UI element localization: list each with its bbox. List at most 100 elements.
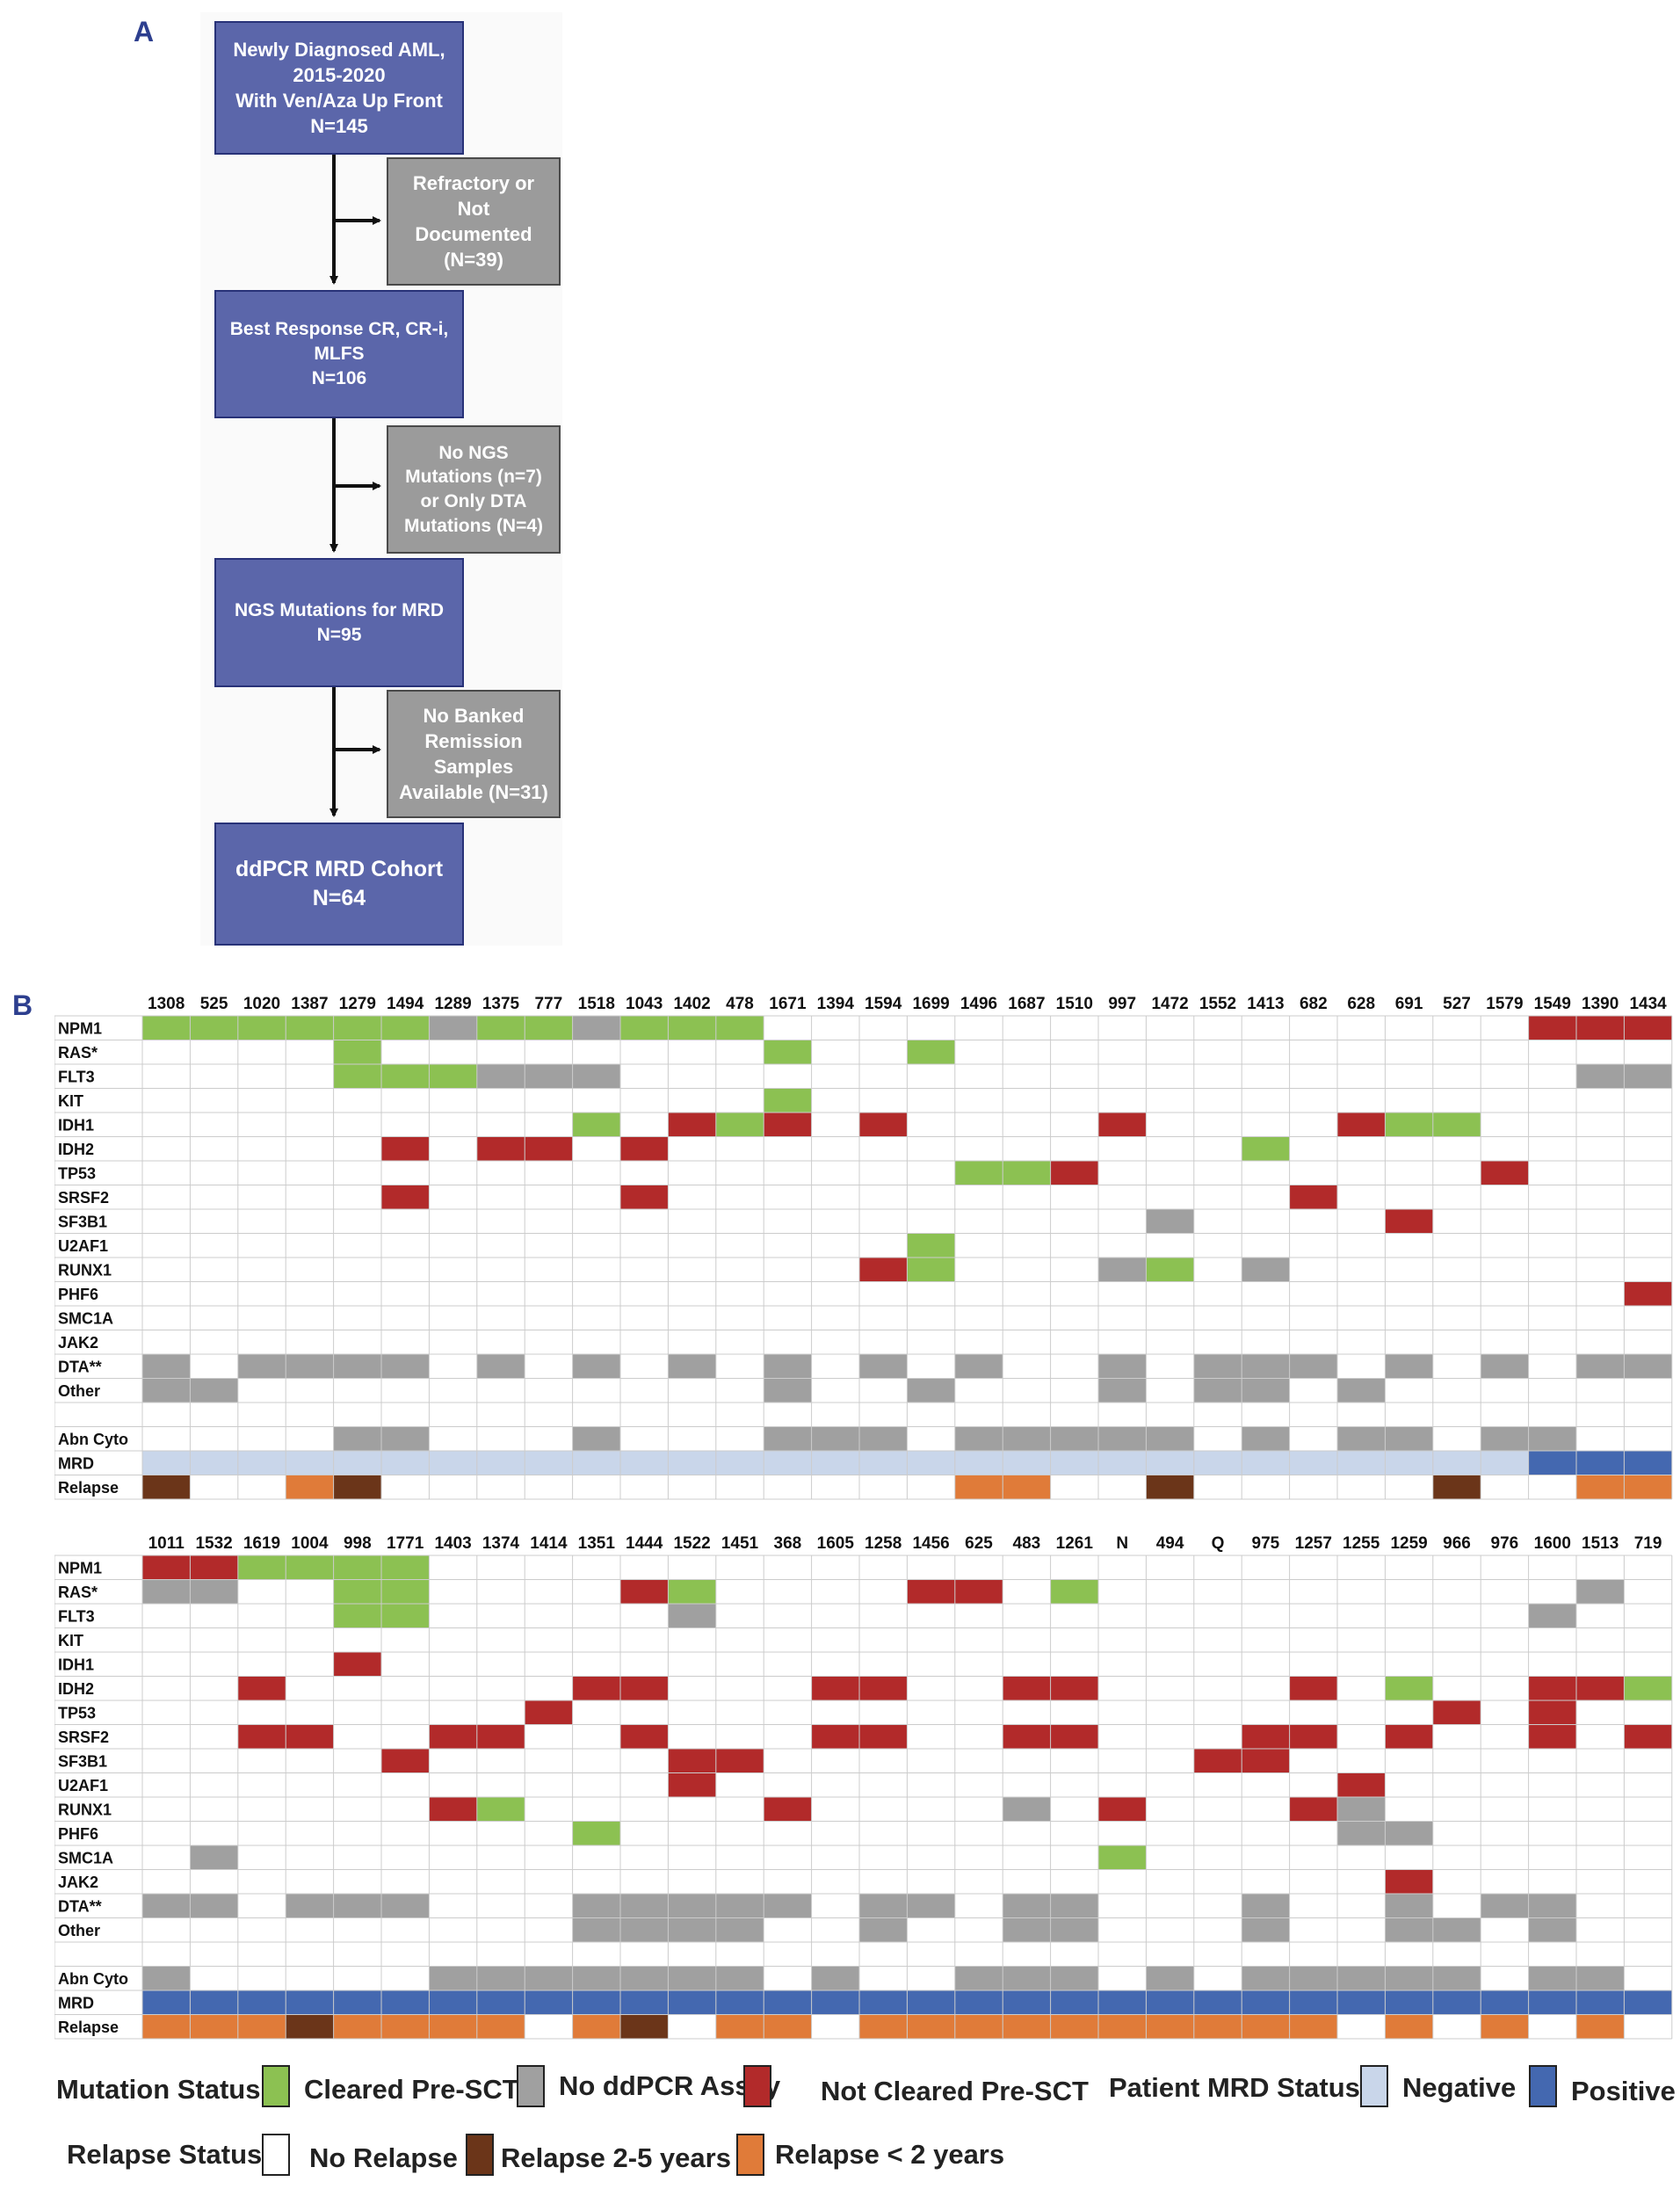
abn-cyto-cell xyxy=(1528,1966,1576,1990)
mrd-cell xyxy=(859,1990,908,2015)
mutation-cell xyxy=(907,1258,955,1282)
mutation-cell xyxy=(1003,1724,1051,1749)
mutation-cell xyxy=(333,1016,381,1040)
flow-box-text: NGS Mutations for MRD N=95 xyxy=(235,599,444,645)
gene-row-label: JAK2 xyxy=(58,1334,98,1352)
abn-cyto-cell xyxy=(1528,1426,1576,1451)
mrd-cell xyxy=(1576,1990,1625,2015)
mrd-cell xyxy=(476,1990,525,2015)
gene-row-label: KIT xyxy=(58,1092,83,1110)
relapse-cell xyxy=(1146,2014,1194,2039)
mutation-cell xyxy=(1337,1113,1386,1137)
patient-id-label: 998 xyxy=(344,1534,372,1553)
flow-box-text: Refractory or Not Documented (N=39) xyxy=(412,171,535,272)
mrd-cell xyxy=(1528,1451,1576,1475)
relapse-cell xyxy=(715,2014,764,2039)
mutation-cell xyxy=(620,1724,669,1749)
mutation-cell xyxy=(1528,1700,1576,1725)
flow-box-no-ngs: No NGS Mutations (n=7) or Only DTA Mutat… xyxy=(387,425,561,554)
mutation-cell xyxy=(907,1894,955,1918)
mutation-cell xyxy=(1193,1749,1242,1773)
gene-row-label: DTA** xyxy=(58,1898,102,1916)
mutation-cell xyxy=(907,1233,955,1258)
panel-b-label: B xyxy=(12,989,33,1021)
extra-row-label: MRD xyxy=(58,1455,94,1473)
mutation-cell xyxy=(1624,1064,1672,1089)
gene-row-label: PHF6 xyxy=(58,1825,98,1843)
legend-relapse-status-label: Relapse Status: xyxy=(67,2139,272,2170)
heatmap-bg xyxy=(54,1529,1672,2039)
gene-row-label: RAS* xyxy=(58,1584,98,1601)
patient-id-label: 1600 xyxy=(1534,1534,1571,1553)
gene-row-label: RUNX1 xyxy=(58,1801,112,1819)
mutation-cell xyxy=(1050,1161,1098,1185)
relapse-cell xyxy=(190,2014,238,2039)
patient-id-label: 1413 xyxy=(1247,995,1284,1013)
mutation-cell xyxy=(286,1016,334,1040)
gene-row-label: NPM1 xyxy=(58,1560,102,1577)
gene-row-label: SF3B1 xyxy=(58,1753,107,1771)
patient-id-label: 976 xyxy=(1491,1534,1519,1553)
mutation-cell xyxy=(811,1724,859,1749)
gene-row-label: FLT3 xyxy=(58,1069,95,1086)
mutation-cell xyxy=(715,1016,764,1040)
patient-id-label: 1374 xyxy=(482,1534,520,1553)
relapse-cell xyxy=(476,2014,525,2039)
relapse-cell xyxy=(1481,2014,1529,2039)
mrd-cell xyxy=(525,1990,573,2015)
mutation-cell xyxy=(668,1604,716,1628)
mutation-cell xyxy=(668,1749,716,1773)
abn-cyto-cell xyxy=(764,1426,812,1451)
mrd-cell xyxy=(1481,1451,1529,1475)
heatmap-top-svg: 1308 525 1020 1387 1279 1494 1289 1375 777 1518 10… xyxy=(54,989,1673,1500)
abn-cyto-cell xyxy=(1003,1426,1051,1451)
legend-swatch-cleared xyxy=(262,2065,290,2107)
mrd-cell xyxy=(333,1451,381,1475)
mutation-cell xyxy=(715,1917,764,1942)
mrd-cell xyxy=(859,1451,908,1475)
gene-row-label: Other xyxy=(58,1922,100,1939)
mutation-cell xyxy=(476,1724,525,1749)
patient-id-label: 1289 xyxy=(434,995,471,1013)
patient-id-label: 1552 xyxy=(1199,995,1236,1013)
mrd-cell xyxy=(811,1990,859,2015)
abn-cyto-cell xyxy=(668,1966,716,1990)
gene-row-label: TP53 xyxy=(58,1165,96,1183)
patient-id-label: N xyxy=(1116,1534,1128,1553)
mrd-cell xyxy=(237,1990,286,2015)
mutation-cell xyxy=(333,1555,381,1580)
mutation-cell xyxy=(1481,1354,1529,1379)
mutation-cell xyxy=(764,1378,812,1403)
abn-cyto-cell xyxy=(572,1966,620,1990)
patient-id-label: 691 xyxy=(1395,995,1423,1013)
gene-row-label: IDH1 xyxy=(58,1117,94,1134)
mutation-cell xyxy=(525,1136,573,1161)
relapse-cell xyxy=(1432,1475,1481,1499)
mrd-cell xyxy=(572,1990,620,2015)
mutation-cell xyxy=(859,1258,908,1282)
mutation-cell xyxy=(476,1354,525,1379)
patient-id-label: 1434 xyxy=(1629,995,1667,1013)
mutation-cell xyxy=(620,1136,669,1161)
mutation-cell xyxy=(764,1113,812,1137)
patient-id-label: 1579 xyxy=(1486,995,1523,1013)
mutation-cell xyxy=(1098,1845,1147,1870)
abn-cyto-cell xyxy=(381,1426,430,1451)
mutation-cell xyxy=(476,1064,525,1089)
mutation-cell xyxy=(381,1185,430,1209)
patient-id-label: 1513 xyxy=(1582,1534,1618,1553)
patient-id-label: 1518 xyxy=(578,995,615,1013)
patient-id-label: 1020 xyxy=(243,995,280,1013)
mutation-cell xyxy=(668,1354,716,1379)
heatmap-grid xyxy=(54,1555,1673,2040)
mrd-cell xyxy=(286,1451,334,1475)
patient-id-label: 494 xyxy=(1156,1534,1184,1553)
patient-id-label: 1258 xyxy=(865,1534,902,1553)
mutation-cell xyxy=(476,1136,525,1161)
abn-cyto-cell xyxy=(1385,1426,1433,1451)
patient-id-label: 1494 xyxy=(387,995,424,1013)
relapse-cell xyxy=(237,2014,286,2039)
mutation-cell xyxy=(1528,1917,1576,1942)
mutation-cell xyxy=(668,1016,716,1040)
abn-cyto-cell xyxy=(142,1966,191,1990)
